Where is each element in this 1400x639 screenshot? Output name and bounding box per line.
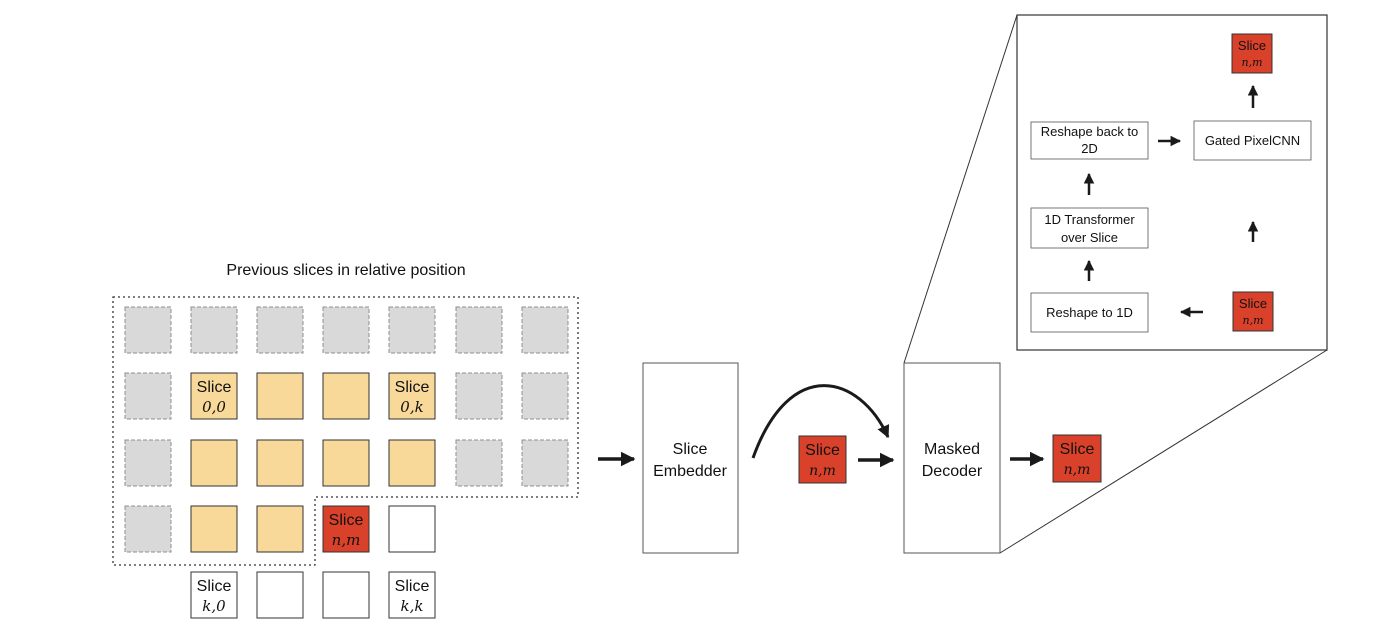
grid-cell-yellow: [256, 372, 304, 420]
decoder-line2: Decoder: [922, 463, 983, 480]
grid-cell-white: [322, 571, 370, 619]
grid-cell-label-title: Slice: [395, 379, 430, 396]
grid-cell-yellow: [190, 372, 238, 420]
inset-output-token-title: Slice: [1238, 38, 1266, 53]
inset-transformer-line1: 1D Transformer: [1044, 212, 1135, 227]
inset-reshape-back-line1: Reshape back to: [1041, 124, 1139, 139]
grid-cell-label-sub: k,k: [401, 597, 424, 615]
grid-cell-label-sub: n,m: [332, 531, 361, 549]
grid-cell-gray: [455, 439, 503, 487]
grid-cell-label-sub: k,0: [202, 597, 226, 615]
slice-grid: Slice 0,0 Slice 0,k Slice n,m Slice k,0 Slice k,k: [124, 306, 569, 619]
embedder-line1: Slice: [673, 441, 708, 458]
slice-token-output: Slice n,m: [1052, 434, 1102, 483]
grid-cell-label-title: Slice: [197, 379, 232, 396]
grid-cell-label-sub: 0,k: [400, 398, 423, 416]
zoom-line-bottom: [999, 349, 1328, 554]
grid-cell-white: [256, 571, 304, 619]
grid-cell-white: [190, 571, 238, 619]
inset-reshape-back: Reshape back to 2D: [1030, 121, 1149, 160]
slice-token-middle-sub: n,m: [809, 463, 836, 479]
grid-cell-yellow: [256, 439, 304, 487]
embedder-line2: Embedder: [653, 463, 727, 480]
inset-transformer: 1D Transformer over Slice: [1030, 207, 1149, 249]
masked-decoder: Masked Decoder: [903, 362, 1001, 554]
inset-reshape-1d: Reshape to 1D: [1030, 292, 1149, 333]
zoom-line-top: [903, 14, 1018, 364]
grid-cell-white: [388, 505, 436, 553]
grid-cell-yellow: [256, 505, 304, 553]
grid-cell-gray: [124, 439, 172, 487]
inset-reshape-1d-label: Reshape to 1D: [1046, 305, 1133, 320]
grid-cell-label-title: Slice: [329, 512, 364, 529]
inset-gated-label: Gated PixelCNN: [1205, 133, 1300, 148]
grid-cell-gray: [256, 306, 304, 354]
slice-token-middle: Slice n,m: [798, 435, 847, 484]
slice-token-output-title: Slice: [1060, 441, 1095, 458]
inset-reshape-back-line2: 2D: [1081, 141, 1098, 156]
grid-cell-label-title: Slice: [395, 578, 430, 595]
grid-cell-gray: [190, 306, 238, 354]
grid-cell-gray: [388, 306, 436, 354]
grid-cell-gray: [455, 372, 503, 420]
grid-cell-gray: [124, 306, 172, 354]
grid-cell-yellow: [190, 439, 238, 487]
grid-cell-gray: [124, 372, 172, 420]
slice-token-middle-title: Slice: [805, 442, 840, 459]
grid-cell-gray: [521, 372, 569, 420]
inset-output-token-sub: n,m: [1241, 56, 1262, 69]
inset-input-token-sub: n,m: [1242, 314, 1263, 327]
inset-input-token-title: Slice: [1239, 296, 1267, 311]
grid-cell-yellow: [322, 372, 370, 420]
grid-cell-gray: [322, 306, 370, 354]
curved-skip-arrow: [751, 384, 890, 459]
grid-cell-red: [322, 505, 370, 553]
grid-cell-gray: [124, 505, 172, 553]
grid-cell-white: [388, 571, 436, 619]
grid-title: Previous slices in relative position: [226, 262, 465, 279]
inset-output-token: Slice n,m: [1231, 33, 1273, 74]
inset-transformer-line2: over Slice: [1061, 230, 1118, 245]
slice-embedder: Slice Embedder: [642, 362, 739, 554]
grid-cell-gray: [521, 306, 569, 354]
grid-cell-yellow: [190, 505, 238, 553]
grid-cell-yellow: [388, 372, 436, 420]
grid-cell-label-title: Slice: [197, 578, 232, 595]
slice-token-output-sub: n,m: [1064, 462, 1091, 478]
grid-cell-yellow: [388, 439, 436, 487]
inset-gated-pixelcnn: Gated PixelCNN: [1193, 120, 1312, 161]
inset-input-token: Slice n,m: [1232, 291, 1274, 332]
grid-cell-yellow: [322, 439, 370, 487]
decoder-line1: Masked: [924, 441, 980, 458]
decoder-inset: Slice n,m Reshape back to 2D Gated Pixel…: [1016, 14, 1328, 351]
grid-cell-gray: [455, 306, 503, 354]
grid-cell-label-sub: 0,0: [202, 398, 226, 416]
grid-cell-gray: [521, 439, 569, 487]
context-boundary: [112, 296, 579, 566]
